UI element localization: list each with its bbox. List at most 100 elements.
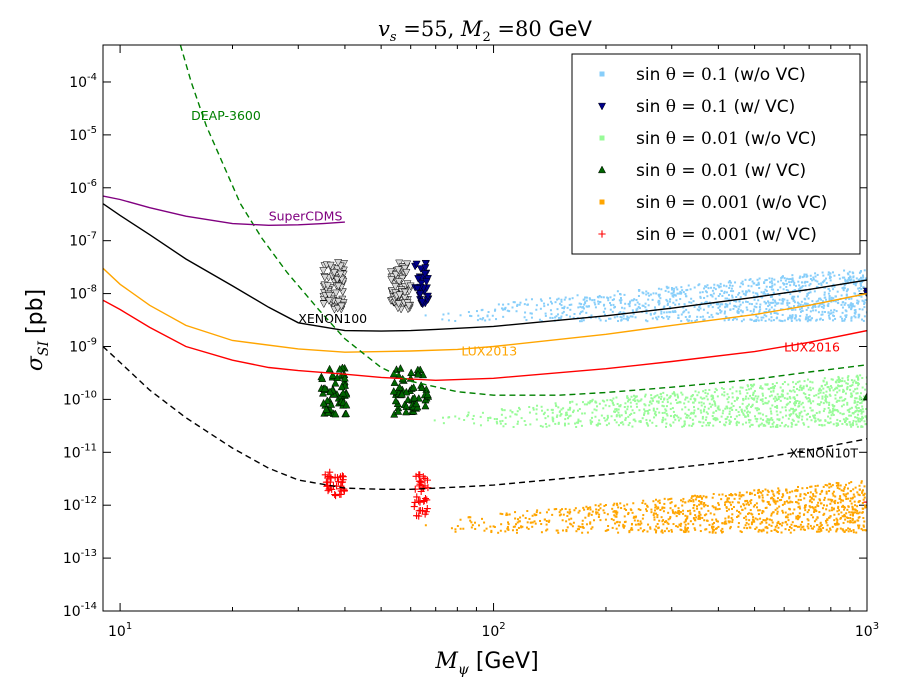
scatter-sin-0-01-w-o-vc-point	[626, 405, 629, 408]
scatter-sin-0-1-w-o-vc-point	[544, 314, 547, 317]
scatter-sin-0-001-w-o-vc-point	[822, 526, 825, 529]
scatter-sin-0-001-w-o-vc-point	[540, 531, 543, 534]
scatter-sin-0-001-w-o-vc-point	[649, 526, 652, 529]
scatter-sin-0-001-w-o-vc-point	[731, 507, 734, 510]
scatter-sin-0-1-w-o-vc-point	[753, 298, 756, 301]
scatter-sin-0-1-w-o-vc-point	[530, 298, 533, 301]
scatter-sin-0-1-w-o-vc-point	[539, 307, 542, 310]
scatter-sin-0-001-w-o-vc-point	[862, 524, 865, 527]
scatter-sin-0-01-w-o-vc-point	[659, 398, 662, 401]
scatter-sin-0-01-w-o-vc-point	[835, 380, 838, 383]
scatter-sin-0-001-w-o-vc-point	[652, 500, 655, 503]
scatter-sin-0-001-w-o-vc-point	[628, 530, 631, 533]
scatter-sin-0-1-w-o-vc-point	[616, 290, 619, 293]
scatter-sin-0-001-w-o-vc-point	[844, 515, 847, 518]
scatter-sin-0-1-w-o-vc-point	[832, 311, 835, 314]
scatter-sin-0-1-w-o-vc-point	[765, 315, 768, 318]
scatter-sin-0-1-w-o-vc-point	[677, 316, 680, 319]
scatter-sin-0-01-w-o-vc-point	[851, 423, 854, 426]
scatter-sin-0-01-w-o-vc-point	[698, 420, 701, 423]
scatter-sin-0-001-w-o-vc-point	[493, 526, 496, 529]
scatter-sin-0-001-w-o-vc-point	[489, 525, 492, 528]
scatter-sin-0-001-w-o-vc-point	[565, 520, 568, 523]
scatter-sin-0-001-w-o-vc-point	[618, 524, 621, 527]
scatter-sin-0-01-w-o-vc-point	[754, 395, 757, 398]
scatter-sin-0-1-w-o-vc-point	[599, 319, 602, 322]
scatter-sin-0-1-w-o-vc-point	[812, 306, 815, 309]
scatter-sin-0-1-w-o-vc-point	[712, 292, 715, 295]
scatter-sin-0-01-w-o-vc-point	[568, 415, 571, 418]
scatter-sin-0-001-w-o-vc-point	[809, 495, 812, 498]
scatter-sin-0-001-w-o-vc-point	[684, 520, 687, 523]
scatter-sin-0-001-w-o-vc-point	[804, 505, 807, 508]
scatter-sin-0-001-w-o-vc-point	[784, 520, 787, 523]
scatter-sin-0-01-w-o-vc-point	[859, 420, 862, 423]
scatter-sin-0-01-w-o-vc-point	[837, 410, 840, 413]
scatter-sin-0-1-w-o-vc-point	[688, 315, 691, 318]
scatter-sin-0-01-w-o-vc-point	[532, 408, 535, 411]
scatter-sin-0-001-w-o-vc-point	[545, 519, 548, 522]
scatter-sin-0-001-w-o-vc-point	[857, 512, 860, 515]
scatter-sin-0-001-w-o-vc-point	[698, 512, 701, 515]
scatter-sin-0-1-w-o-vc-point	[753, 305, 756, 308]
scatter-sin-0-1-w-o-vc-point	[786, 304, 789, 307]
scatter-sin-0-01-w-o-vc-point	[722, 409, 725, 412]
scatter-sin-0-01-w-o-vc-point	[851, 394, 854, 397]
scatter-sin-0-1-w-o-vc-point	[705, 291, 708, 294]
scatter-sin-0-1-w-o-vc-point	[607, 317, 610, 320]
scatter-sin-0-1-w-o-vc-point	[864, 298, 867, 301]
scatter-sin-0-001-w-o-vc-point	[546, 528, 549, 531]
scatter-sin-0-01-w-o-vc-point	[699, 396, 702, 399]
scatter-sin-0-001-w-o-vc-point	[512, 525, 515, 528]
scatter-sin-0-001-w-vc-point	[339, 476, 347, 484]
scatter-sin-0-001-w-o-vc-point	[507, 523, 510, 526]
scatter-sin-0-1-w-o-vc-point	[797, 288, 800, 291]
scatter-sin-0-001-w-o-vc-point	[814, 508, 817, 511]
scatter-sin-0-001-w-o-vc-point	[849, 513, 852, 516]
scatter-sin-0-1-w-o-vc-point	[668, 300, 671, 303]
scatter-sin-0-01-w-o-vc-point	[838, 378, 841, 381]
scatter-sin-0-1-w-o-vc-point	[729, 281, 732, 284]
scatter-sin-0-001-w-o-vc-point	[653, 518, 656, 521]
scatter-sin-0-1-w-o-vc-point	[755, 302, 758, 305]
scatter-sin-0-1-w-o-vc-point	[812, 278, 815, 281]
scatter-sin-0-001-w-o-vc-point	[727, 520, 730, 523]
scatter-sin-0-01-w-o-vc-point	[824, 384, 827, 387]
scatter-sin-0-01-w-o-vc-point	[783, 381, 786, 384]
scatter-sin-0-1-w-o-vc-point	[699, 295, 702, 298]
scatter-sin-0-01-w-o-vc-point	[806, 412, 809, 415]
scatter-sin-0-01-w-o-vc-point	[754, 417, 757, 420]
scatter-sin-0-001-w-o-vc-point	[806, 491, 809, 494]
scatter-sin-0-01-w-o-vc-point	[745, 407, 748, 410]
scatter-sin-0-01-w-o-vc-point	[615, 409, 618, 412]
scatter-sin-0-1-w-o-vc-point	[702, 315, 705, 318]
scatter-sin-0-001-w-o-vc-point	[732, 506, 735, 509]
scatter-sin-0-1-w-o-vc-point	[765, 308, 768, 311]
scatter-sin-0-01-w-o-vc-point	[655, 400, 658, 403]
scatter-sin-0-1-w-o-vc-point	[735, 300, 738, 303]
scatter-sin-0-001-w-o-vc-point	[850, 530, 853, 533]
scatter-sin-0-001-w-o-vc-point	[820, 529, 823, 532]
scatter-sin-0-1-w-o-vc-point	[687, 311, 690, 314]
scatter-sin-0-01-w-o-vc-point	[697, 391, 700, 394]
scatter-sin-0-01-w-o-vc-point	[744, 397, 747, 400]
scatter-sin-0-1-w-o-vc-point	[723, 312, 726, 315]
scatter-sin-0-1-w-o-vc-point	[578, 320, 581, 323]
scatter-sin-0-1-w-o-vc-point	[722, 284, 725, 287]
legend-entry-6: sin θ = 0.001 (w/ VC)	[636, 225, 817, 245]
scatter-sin-0-01-w-o-vc-point	[792, 389, 795, 392]
scatter-sin-0-01-w-o-vc-point	[694, 398, 697, 401]
scatter-sin-0-01-w-o-vc-point	[820, 384, 823, 387]
scatter-sin-0-1-w-o-vc-point	[732, 290, 735, 293]
scatter-sin-0-001-w-o-vc-point	[853, 495, 856, 498]
scatter-sin-0-001-w-o-vc-point	[854, 486, 857, 489]
scatter-sin-0-01-w-o-vc-point	[747, 418, 750, 421]
scatter-sin-0-01-w-o-vc-point	[834, 397, 837, 400]
scatter-sin-0-001-w-o-vc-point	[711, 523, 714, 526]
scatter-sin-0-01-w-o-vc-point	[811, 381, 814, 384]
scatter-sin-0-001-w-o-vc-point	[700, 507, 703, 510]
scatter-sin-0-1-w-o-vc-point	[832, 314, 835, 317]
scatter-sin-0-01-w-o-vc-point	[728, 412, 731, 415]
scatter-sin-0-001-w-o-vc-point	[863, 496, 866, 499]
scatter-sin-0-001-w-o-vc-point	[780, 524, 783, 527]
